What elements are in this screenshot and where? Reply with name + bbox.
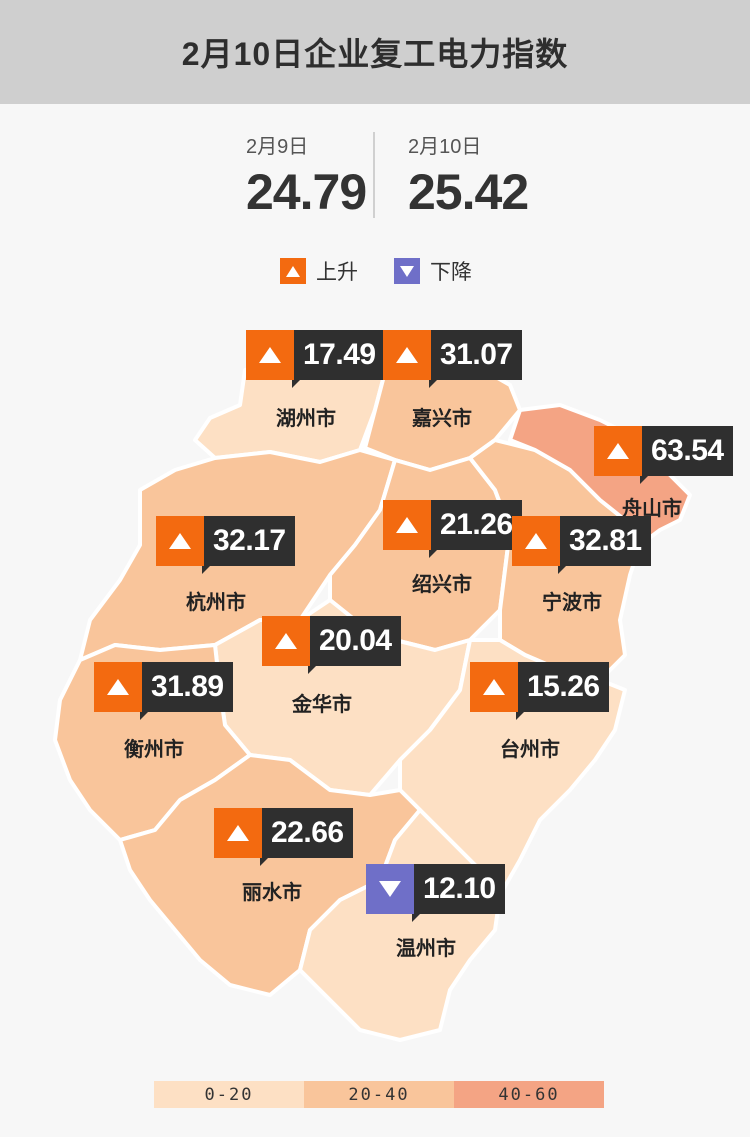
up-arrow-icon [94,662,142,712]
value-label: 31.89 [140,662,233,720]
value-label: 15.26 [516,662,609,720]
legend-up-label: 上升 [316,261,358,284]
city-label: 嘉兴市 [412,408,472,430]
legend-up: 上升 [280,256,358,286]
value-label: 32.17 [202,516,295,574]
marker-wenzhou[interactable]: 12.10 [366,864,505,922]
prev-date: 2月9日 [246,136,309,158]
marker-shaoxing[interactable]: 21.26 [383,500,522,558]
marker-huzhou[interactable]: 17.49 [246,330,385,388]
up-arrow-icon [262,616,310,666]
marker-zhoushan[interactable]: 63.54 [594,426,733,484]
scale-band-high: 40-60 [454,1081,604,1108]
up-arrow-icon [156,516,204,566]
up-arrow-icon [246,330,294,380]
marker-jiaxing[interactable]: 31.07 [383,330,522,388]
city-label: 台州市 [500,739,560,761]
city-label: 舟山市 [622,498,682,520]
value-label: 32.81 [558,516,651,574]
scale-band-low: 0-20 [154,1081,304,1108]
city-label: 丽水市 [242,882,302,904]
prev-value: 24.79 [246,164,367,220]
marker-quzhou[interactable]: 31.89 [94,662,233,720]
down-arrow-icon [394,258,420,284]
curr-day-stat: 2月10日 25.42 [408,130,529,221]
legend-down-label: 下降 [430,261,472,284]
stat-divider [373,132,375,218]
marker-ningbo[interactable]: 32.81 [512,516,651,574]
scale-band-mid: 20-40 [304,1081,454,1108]
value-label: 21.26 [429,500,522,558]
curr-date: 2月10日 [408,136,482,158]
up-arrow-icon [470,662,518,712]
value-label: 12.10 [412,864,505,922]
city-label: 宁波市 [542,592,602,614]
title-bar: 2月10日企业复工电力指数 [0,0,750,104]
page-title: 2月10日企业复工电力指数 [181,36,569,72]
marker-lishui[interactable]: 22.66 [214,808,353,866]
prev-day-stat: 2月9日 24.79 [246,130,367,221]
down-arrow-icon [366,864,414,914]
up-arrow-icon [280,258,306,284]
marker-jinhua[interactable]: 20.04 [262,616,401,674]
marker-taizhou[interactable]: 15.26 [470,662,609,720]
city-label: 温州市 [396,938,456,960]
value-label: 63.54 [640,426,733,484]
value-label: 17.49 [292,330,385,388]
city-label: 衡州市 [124,739,184,761]
value-label: 20.04 [308,616,401,674]
up-arrow-icon [383,330,431,380]
value-label: 22.66 [260,808,353,866]
curr-value: 25.42 [408,164,529,220]
up-arrow-icon [214,808,262,858]
up-arrow-icon [594,426,642,476]
value-label: 31.07 [429,330,522,388]
city-label: 绍兴市 [412,574,472,596]
city-label: 杭州市 [186,592,246,614]
legend-down: 下降 [394,256,472,286]
marker-hangzhou[interactable]: 32.17 [156,516,295,574]
city-label: 金华市 [292,694,352,716]
up-arrow-icon [383,500,431,550]
color-scale: 0-20 20-40 40-60 [154,1081,604,1108]
up-arrow-icon [512,516,560,566]
city-label: 湖州市 [276,408,336,430]
